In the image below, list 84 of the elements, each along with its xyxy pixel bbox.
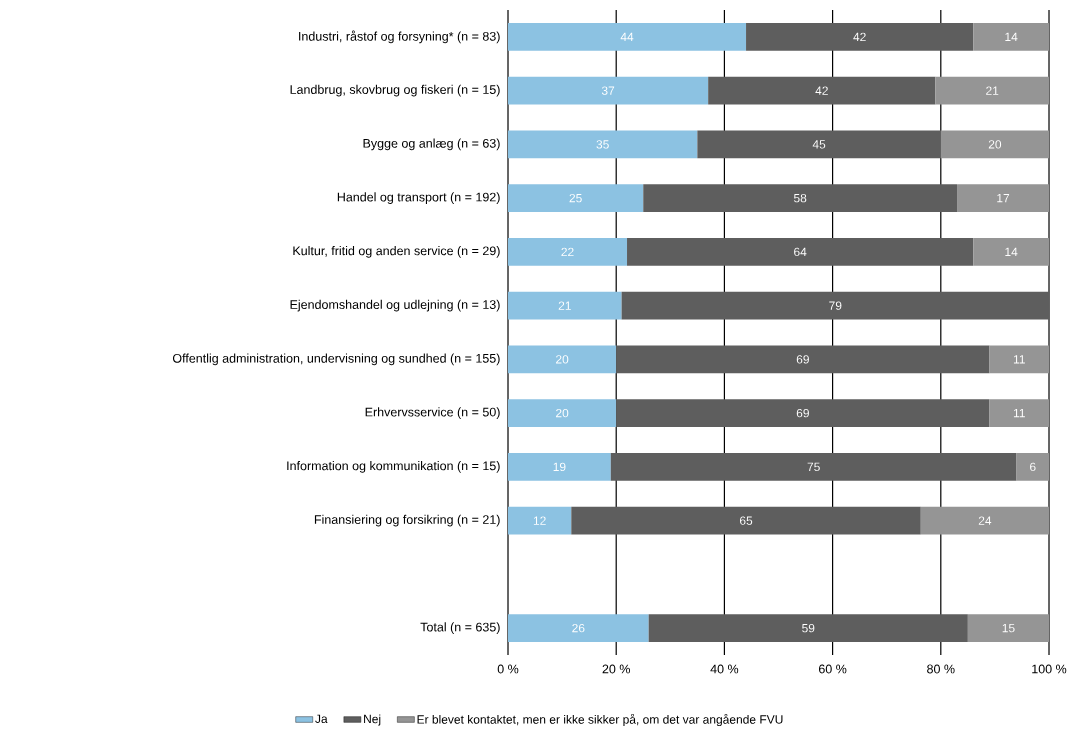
data-label: 21 [558, 301, 571, 310]
data-label: 14 [1005, 247, 1018, 257]
data-label: 21 [986, 86, 999, 95]
bar [508, 399, 617, 428]
bar [957, 184, 1050, 213]
y-tick-label: Handel og transport (n = 192) [337, 192, 500, 204]
legend-label: Ja [315, 714, 328, 723]
x-tick-label: 40 % [710, 664, 739, 674]
data-label: 20 [556, 408, 569, 418]
data-label: 11 [1013, 409, 1025, 418]
bar [648, 614, 968, 643]
data-label: 20 [556, 355, 569, 364]
y-tick-label: Landbrug, skovbrug og fiskeri (n = 15) [290, 84, 500, 97]
legend-label: Nej [364, 714, 381, 726]
bar [1016, 452, 1050, 481]
bar [989, 345, 1050, 374]
y-tick-label: Industri, råstof og forsyning* (n = 83) [299, 30, 500, 44]
data-label: 35 [596, 140, 609, 149]
bar [508, 76, 709, 105]
bar [508, 130, 698, 159]
bar [708, 76, 936, 105]
data-label: 11 [1013, 355, 1025, 364]
y-tick-label: Bygge og anlæg (n = 63) [363, 138, 500, 151]
y-tick-label: Offentlig administration, undervisning og sundhed (n = 155) [172, 353, 500, 366]
y-tick-label: Erhvervsservice (n = 50) [365, 407, 500, 419]
y-tick-label: Ejendomshandel og udlejning (n = 13) [290, 299, 500, 312]
data-label: 15 [1002, 623, 1015, 633]
data-label: 75 [807, 462, 820, 472]
data-label: 79 [829, 301, 842, 310]
data-label: 45 [812, 140, 826, 149]
x-tick-label: 80 % [927, 664, 955, 674]
bar [627, 237, 974, 266]
data-label: 42 [815, 86, 828, 95]
x-tick-label: 20 % [602, 664, 630, 674]
bar [508, 452, 611, 481]
bar [508, 237, 628, 266]
x-tick-label: 0 % [497, 664, 519, 674]
bar [616, 345, 990, 374]
data-label: 25 [569, 193, 582, 203]
y-tick-label: Finansiering og forsikring (n = 21) [314, 514, 500, 527]
data-label: 42 [853, 32, 866, 42]
bar [940, 130, 1050, 159]
x-tick-label: 60 % [818, 664, 847, 674]
y-tick-label: Information og kommunikation (n = 15) [287, 461, 500, 473]
bar [621, 291, 1050, 320]
bar [989, 399, 1050, 428]
data-label: 19 [553, 462, 566, 472]
bar [508, 184, 644, 213]
bar [920, 506, 1050, 535]
bar [935, 76, 1050, 105]
bar [508, 614, 649, 643]
data-label: 14 [1005, 32, 1018, 41]
data-label: 65 [739, 516, 753, 525]
bar [571, 506, 921, 535]
data-label: 6 [1030, 462, 1036, 472]
data-label: 24 [978, 516, 992, 525]
data-label: 17 [997, 194, 1010, 203]
bar [973, 237, 1050, 266]
data-label: 12 [533, 516, 546, 525]
bar [610, 452, 1017, 481]
bar [508, 345, 617, 374]
bar [508, 506, 572, 535]
y-tick-label: Kultur, fritid og anden service (n = 29) [293, 246, 500, 258]
bar [508, 291, 622, 320]
data-label: 58 [793, 193, 807, 203]
x-tick-label: 100 % [1032, 664, 1067, 674]
data-label: 26 [572, 623, 585, 633]
legend-label: Er blevet kontaktet, men er ikke sikker på, om det var angående FVU [417, 713, 783, 727]
data-label: 59 [802, 623, 815, 633]
data-label: 22 [561, 247, 574, 257]
bar [967, 614, 1050, 643]
bar [616, 399, 990, 428]
bar [973, 22, 1050, 51]
bar [508, 22, 747, 51]
bar [697, 130, 941, 159]
data-label: 64 [794, 247, 807, 257]
data-label: 20 [988, 140, 1002, 149]
bar [643, 184, 958, 213]
data-label: 69 [796, 355, 809, 364]
data-label: 69 [796, 408, 809, 418]
data-label: 44 [620, 32, 634, 41]
bar [746, 22, 974, 51]
y-tick-label: Total (n = 635) [420, 622, 500, 634]
data-label: 37 [601, 86, 615, 95]
